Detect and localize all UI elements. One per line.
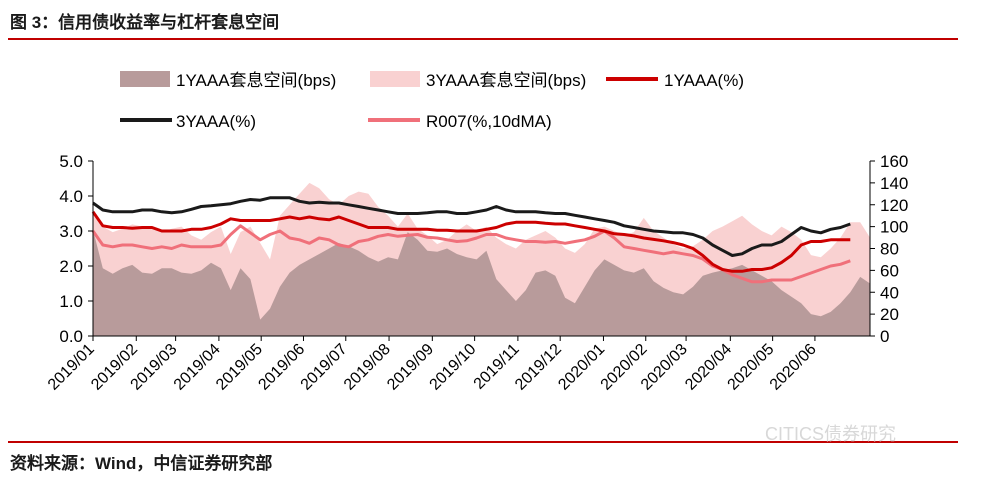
title-divider [8, 38, 958, 40]
series-line-3yaaa [92, 196, 851, 257]
source-note: 资料来源：Wind，中信证券研究部 [10, 454, 273, 473]
y-right-tick-label: 120 [880, 196, 908, 215]
y-right-tick-label: 80 [880, 240, 899, 259]
x-tick-label: 2020/06 [767, 341, 820, 394]
y-left-tick-label: 4.0 [59, 187, 83, 206]
legend-label-yield-1y: 1YAAA(%) [664, 71, 744, 90]
figure-title: 图 3：信用债收益率与杠杆套息空间 [10, 13, 280, 32]
y-right-tick-label: 0 [880, 327, 889, 346]
x-tick-label: 2019/01 [45, 341, 98, 394]
series-line-1yaaa [91, 210, 851, 273]
legend: 1YAAA套息空间(bps) 3YAAA套息空间(bps) 1YAAA(%) 3… [120, 71, 744, 131]
x-tick-label: 2019/10 [427, 341, 480, 394]
chart: 1YAAA套息空间(bps) 3YAAA套息空间(bps) 1YAAA(%) 3… [45, 71, 908, 394]
legend-swatch-spread-1y [120, 71, 170, 87]
x-tick-label: 2019/12 [512, 341, 565, 394]
y-right-tick-label: 140 [880, 174, 908, 193]
y-left-tick-label: 0.0 [59, 327, 83, 346]
x-tick-label: 2019/07 [298, 341, 351, 394]
watermark: CITICS债券研究 [765, 424, 897, 444]
y-right-tick-label: 20 [880, 305, 899, 324]
y-right-tick-label: 160 [880, 152, 908, 171]
legend-label-spread-1y: 1YAAA套息空间(bps) [176, 71, 336, 90]
legend-swatch-spread-3y [370, 71, 420, 87]
y-left-tick-label: 3.0 [59, 222, 83, 241]
y-right-tick-label: 40 [880, 283, 899, 302]
y-right-tick-label: 100 [880, 218, 908, 237]
y-left-tick-label: 2.0 [59, 257, 83, 276]
source-divider [8, 441, 958, 443]
legend-label-yield-3y: 3YAAA(%) [176, 112, 256, 131]
y-left-tick-label: 5.0 [59, 152, 83, 171]
y-left-tick-label: 1.0 [59, 292, 83, 311]
legend-label-spread-3y: 3YAAA套息空间(bps) [426, 71, 586, 90]
series-area-1yaaa-spread [93, 229, 870, 336]
legend-label-r007: R007(%,10dMA) [426, 112, 552, 131]
y-right-tick-label: 60 [880, 261, 899, 280]
x-tick-label: 2019/08 [341, 341, 394, 394]
